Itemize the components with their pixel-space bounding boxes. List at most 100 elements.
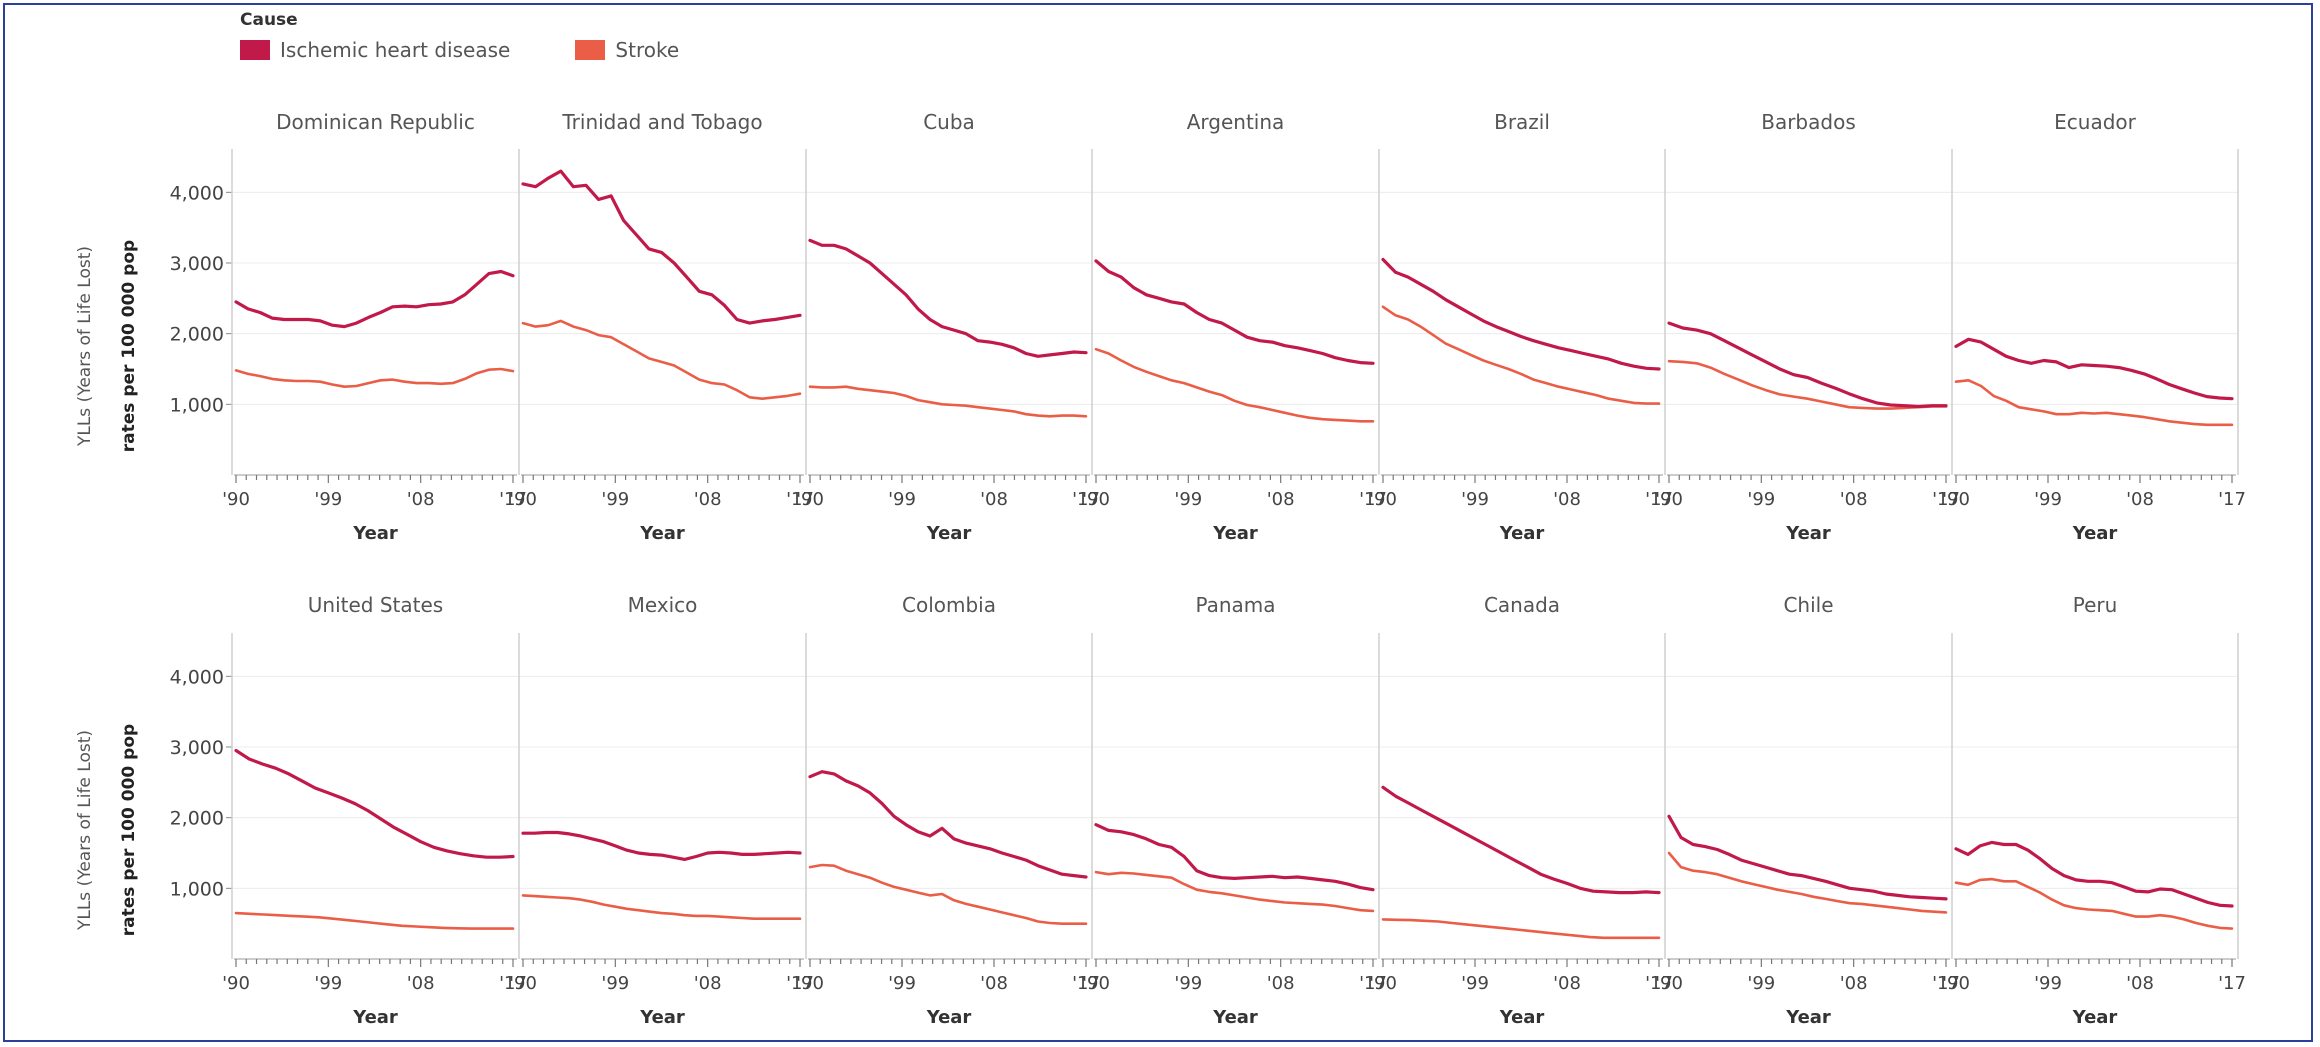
series-line-ihd-dominican-republic [234, 269, 515, 329]
x-tick-label: '08 [1840, 973, 1868, 994]
series-line-ihd-argentina [1094, 259, 1375, 365]
panel-title: Mexico [628, 593, 698, 617]
x-tick-label: '08 [1267, 489, 1295, 510]
x-tick-label: '08 [1267, 973, 1295, 994]
x-tick-label: '99 [888, 489, 916, 510]
x-tick-label: '90 [1655, 973, 1683, 994]
x-tick-label: '99 [601, 489, 629, 510]
y-axis-subtitle: rates per 100 000 pop [119, 724, 139, 936]
panel-title: Trinidad and Tobago [561, 110, 762, 134]
x-tick-label: '99 [1174, 489, 1202, 510]
x-tick-label: '99 [888, 973, 916, 994]
series-line-ihd-chile [1667, 814, 1948, 901]
series-line-stroke-united-states [234, 911, 515, 930]
series-line-ihd-ecuador [1954, 337, 2234, 401]
x-tick-label: '99 [2034, 973, 2062, 994]
x-tick-label: '90 [222, 973, 250, 994]
x-tick-label: '08 [2126, 489, 2154, 510]
x-tick-label: '90 [1942, 489, 1970, 510]
x-tick-label: '99 [601, 973, 629, 994]
legend-item-stroke[interactable]: Stroke [575, 38, 679, 62]
x-tick-label: '90 [1942, 973, 1970, 994]
y-tick-label: 4,000 [170, 182, 224, 204]
series-line-stroke-peru [1954, 877, 2234, 930]
x-tick-label: '08 [694, 973, 722, 994]
y-axis-title: YLLs (Years of Life Lost) [75, 730, 95, 931]
x-tick-label: '99 [314, 973, 342, 994]
x-tick-label: '99 [314, 489, 342, 510]
series-line-ihd-colombia [808, 770, 1088, 879]
x-tick-label: '08 [407, 489, 435, 510]
series-line-ihd-united-states [234, 748, 515, 859]
series-line-stroke-brazil [1381, 305, 1661, 405]
x-tick-label: '99 [1174, 973, 1202, 994]
panel-title: Colombia [902, 593, 996, 617]
x-axis-title: Year [1212, 523, 1258, 544]
x-tick-label: '08 [1840, 489, 1868, 510]
series-line-stroke-panama [1094, 870, 1375, 913]
x-tick-label: '17 [1645, 489, 1673, 510]
x-axis-title: Year [352, 1007, 398, 1028]
series-line-stroke-colombia [808, 863, 1088, 926]
y-tick-label: 1,000 [170, 878, 224, 900]
series-line-ihd-barbados [1667, 321, 1948, 409]
x-tick-label: '99 [1747, 973, 1775, 994]
series-line-stroke-trinidad-and-tobago [521, 319, 802, 401]
y-tick-label: 2,000 [170, 324, 224, 346]
panel-title: Barbados [1761, 110, 1856, 134]
series-line-ihd-peru [1954, 840, 2234, 908]
series-line-ihd-cuba [808, 238, 1088, 358]
x-tick-label: '08 [1553, 489, 1581, 510]
y-tick-label: 1,000 [170, 394, 224, 416]
y-tick-label: 3,000 [170, 253, 224, 275]
x-tick-label: '17 [1359, 973, 1387, 994]
legend-swatch-ihd [240, 40, 270, 60]
panel-title: Brazil [1494, 110, 1550, 134]
x-tick-label: '90 [796, 973, 824, 994]
panel-title: Cuba [923, 110, 975, 134]
panel-title: United States [308, 593, 443, 617]
x-tick-label: '90 [1369, 973, 1397, 994]
y-axis-subtitle: rates per 100 000 pop [119, 240, 139, 452]
series-line-ihd-mexico [521, 830, 802, 862]
x-tick-label: '90 [1082, 973, 1110, 994]
x-tick-label: '17 [1072, 489, 1100, 510]
x-tick-label: '17 [1932, 973, 1960, 994]
panel-title: Canada [1484, 593, 1560, 617]
x-tick-label: '17 [1072, 973, 1100, 994]
series-line-stroke-canada [1381, 918, 1661, 940]
x-tick-label: '90 [1655, 489, 1683, 510]
series-line-stroke-dominican-republic [234, 367, 515, 389]
x-tick-label: '17 [1359, 489, 1387, 510]
panel-title: Argentina [1187, 110, 1285, 134]
x-tick-label: '17 [499, 973, 527, 994]
panel-title: Dominican Republic [276, 110, 475, 134]
x-tick-label: '17 [1645, 973, 1673, 994]
x-tick-label: '17 [786, 489, 814, 510]
series-line-stroke-mexico [521, 894, 802, 921]
x-tick-label: '17 [786, 973, 814, 994]
x-axis-title: Year [2072, 523, 2118, 544]
panel-title: Chile [1783, 593, 1833, 617]
x-axis-title: Year [2072, 1007, 2118, 1028]
x-tick-label: '99 [2034, 489, 2062, 510]
y-tick-label: 3,000 [170, 737, 224, 759]
x-tick-label: '17 [499, 489, 527, 510]
x-tick-label: '90 [796, 489, 824, 510]
x-tick-label: '08 [694, 489, 722, 510]
x-axis-title: Year [639, 1007, 685, 1028]
panel-title: Peru [2073, 593, 2118, 617]
x-axis-title: Year [1212, 1007, 1258, 1028]
x-tick-label: '17 [2218, 973, 2246, 994]
x-axis-title: Year [926, 1007, 972, 1028]
x-axis-title: Year [1499, 1007, 1545, 1028]
legend-swatch-stroke [575, 40, 606, 60]
series-line-ihd-brazil [1381, 257, 1661, 371]
series-line-stroke-chile [1667, 851, 1948, 914]
legend: Cause Ischemic heart disease Stroke [240, 10, 739, 64]
series-line-ihd-canada [1381, 785, 1661, 895]
x-axis-title: Year [1785, 1007, 1831, 1028]
series-line-stroke-argentina [1094, 347, 1375, 423]
legend-item-ihd[interactable]: Ischemic heart disease [240, 38, 510, 62]
